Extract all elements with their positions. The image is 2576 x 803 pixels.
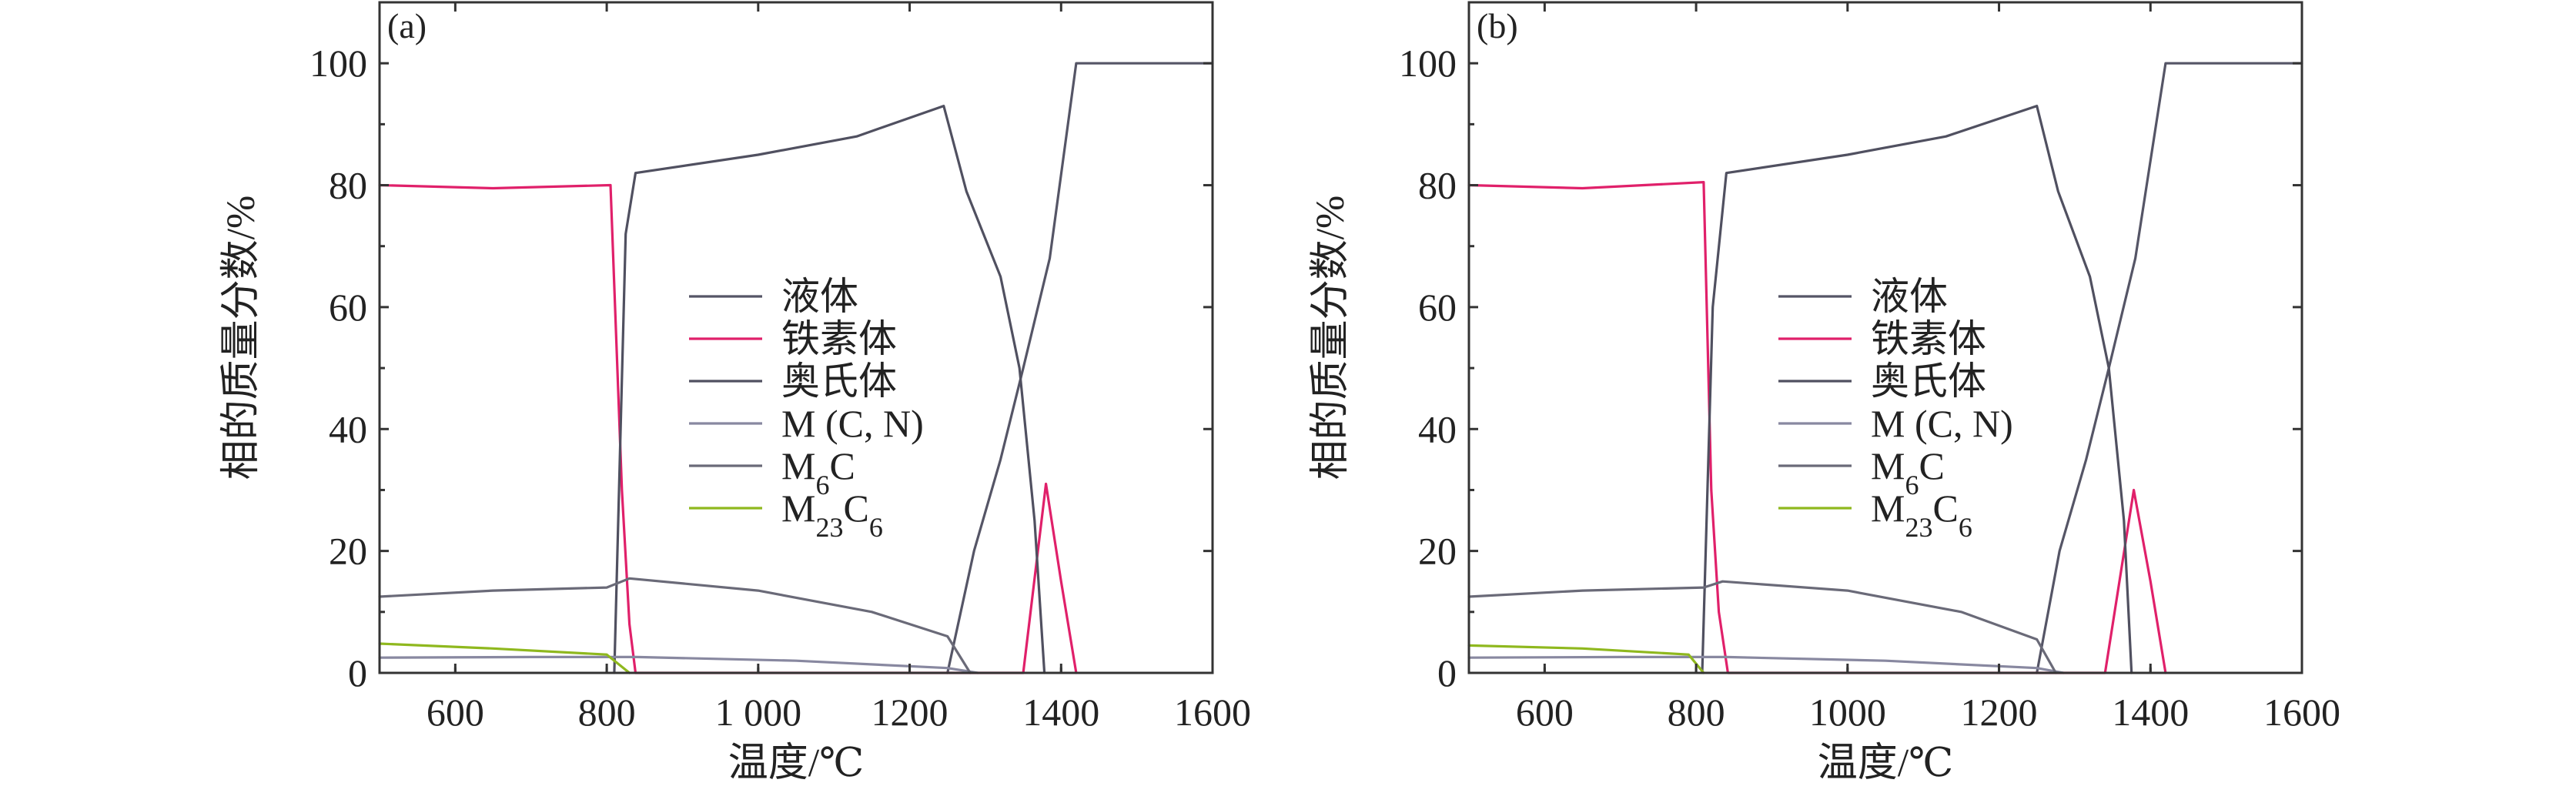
x-tick-label: 1000 xyxy=(1809,691,1886,734)
series-line-1 xyxy=(1467,181,2167,674)
y-axis-label: 相的质量分数/% xyxy=(219,196,263,480)
x-tick-label: 1600 xyxy=(1174,691,1251,734)
panel-label: (b) xyxy=(1477,6,1518,45)
x-tick-label: 800 xyxy=(1668,691,1725,734)
series-line-3 xyxy=(1467,655,2065,674)
x-axis-label: 温度/℃ xyxy=(728,741,865,785)
y-tick-label: 100 xyxy=(1399,42,1457,85)
y-tick-label: 60 xyxy=(329,286,367,329)
legend-label-1: 铁素体 xyxy=(1871,317,1986,360)
legend-label-5: M23C6 xyxy=(781,487,883,543)
series-line-0 xyxy=(2036,62,2303,674)
plot-frame xyxy=(378,1,1214,674)
chart-panel-0: 600 800 1 000 1200 1400 1600 0 20 40 60 80 100 (a) 温度… xyxy=(219,1,1251,785)
y-tick-label: 20 xyxy=(1418,530,1457,573)
y-tick-label: 80 xyxy=(1418,164,1457,207)
x-tick-label: 800 xyxy=(578,691,636,734)
x-tick-label: 1400 xyxy=(2112,691,2189,734)
y-tick-label: 100 xyxy=(309,42,367,85)
y-tick-label: 40 xyxy=(1418,407,1457,450)
series-line-5 xyxy=(1467,644,1705,674)
x-tick-label: 1200 xyxy=(1961,691,2038,734)
legend-label-3: M (C, N) xyxy=(1871,402,2013,445)
legend-label-5: M23C6 xyxy=(1871,487,1972,543)
legend-label-0: 液体 xyxy=(781,275,858,318)
series-line-4 xyxy=(378,577,972,674)
series-line-2 xyxy=(1701,105,2133,674)
chart-panel-1: 600 800 1000 1200 1400 1600 0 20 40 60 80 100 (b) 温度/… xyxy=(1309,1,2340,785)
legend-label-0: 液体 xyxy=(1871,275,1948,318)
y-axis-label: 相的质量分数/% xyxy=(1309,196,1353,480)
series-line-0 xyxy=(946,62,1214,674)
series-line-3 xyxy=(378,655,979,674)
x-tick-label: 600 xyxy=(1516,691,1574,734)
legend-label-2: 奥氏体 xyxy=(1871,360,1986,403)
y-tick-label: 80 xyxy=(329,164,367,207)
y-tick-label: 60 xyxy=(1418,286,1457,329)
y-tick-label: 40 xyxy=(329,407,367,450)
series-line-1 xyxy=(378,183,1078,674)
y-tick-label: 0 xyxy=(348,651,367,694)
x-tick-label: 600 xyxy=(427,691,484,734)
legend-label-1: 铁素体 xyxy=(781,317,897,360)
x-axis-label: 温度/℃ xyxy=(1818,741,1954,785)
x-tick-label: 1600 xyxy=(2263,691,2340,734)
y-tick-label: 20 xyxy=(329,530,367,573)
legend-label-2: 奥氏体 xyxy=(781,360,897,403)
legend-label-4: M6C xyxy=(1871,444,1945,500)
legend-label-3: M (C, N) xyxy=(781,402,924,445)
x-tick-label: 1200 xyxy=(871,691,948,734)
plot-frame xyxy=(1467,1,2303,674)
legend-label-4: M6C xyxy=(781,444,855,500)
y-tick-label: 0 xyxy=(1437,651,1457,694)
panel-label: (a) xyxy=(387,6,427,45)
x-tick-label: 1 000 xyxy=(715,691,802,734)
series-line-4 xyxy=(1467,580,2057,674)
series-line-2 xyxy=(613,105,1046,674)
x-tick-label: 1400 xyxy=(1022,691,1099,734)
series-line-5 xyxy=(378,642,631,674)
